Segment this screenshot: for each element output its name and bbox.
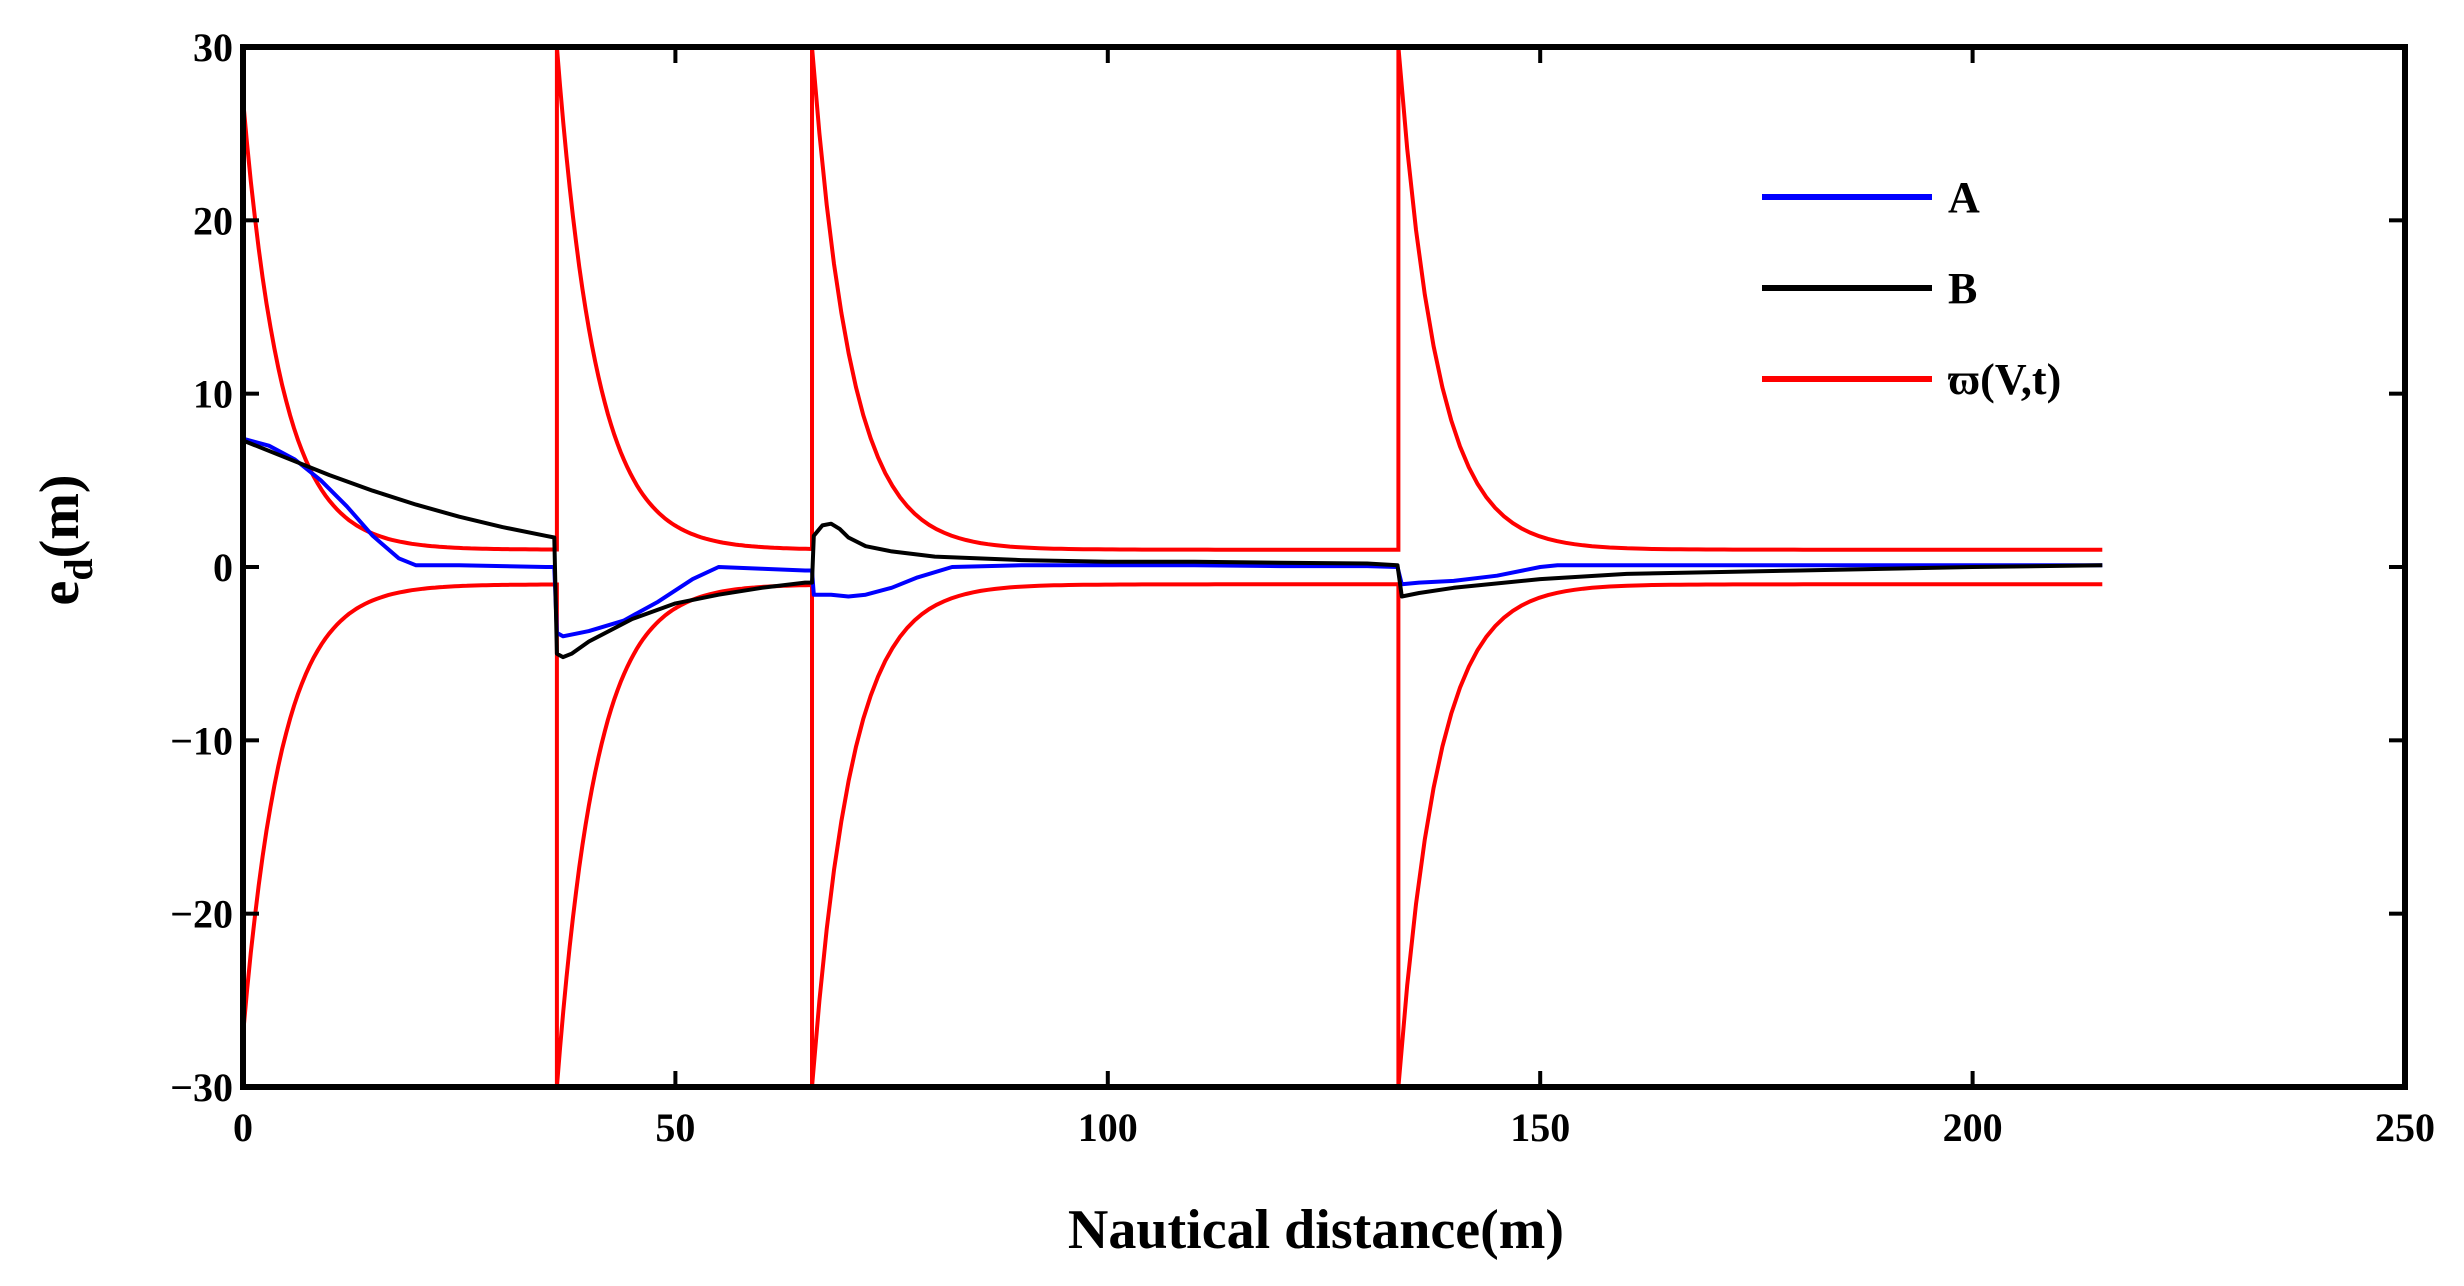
- axis-ticks: [241, 45, 2407, 1089]
- x-axis-title: Nautical distance(m): [1068, 1199, 1564, 1261]
- y-tick-labels: −30 −20 −10 0 10 20 30: [170, 25, 233, 1110]
- x-tick-label: 250: [2375, 1105, 2435, 1150]
- y-tick-label: 30: [193, 25, 233, 70]
- series-line-a: [242, 436, 2103, 639]
- y-axis-title-subscript: d: [56, 558, 101, 580]
- y-axis-title-main: e: [29, 581, 91, 606]
- legend-label: A: [1948, 173, 1980, 222]
- y-tick-label: 0: [213, 545, 233, 590]
- x-tick-label: 50: [655, 1105, 695, 1150]
- y-axis-title-tail: (m): [29, 474, 91, 558]
- x-tick-label: 0: [233, 1105, 253, 1150]
- y-axis-title: ed(m): [29, 474, 101, 605]
- y-tick-label: −30: [170, 1065, 233, 1110]
- legend-label: B: [1948, 264, 1977, 313]
- y-tick-label: 10: [193, 372, 233, 417]
- series-line-b: [242, 438, 2103, 660]
- y-axis-title-text: ed(m): [29, 474, 101, 605]
- series-envelope-lower: [241, 582, 2103, 1088]
- x-tick-label: 150: [1510, 1105, 1570, 1150]
- y-tick-label: −10: [170, 718, 233, 763]
- series-envelope-upper: [241, 46, 2103, 552]
- legend: ABϖ(V,t): [1762, 173, 2061, 404]
- plot-lines: [241, 46, 2103, 1088]
- x-tick-label: 200: [1943, 1105, 2003, 1150]
- y-tick-label: 20: [193, 198, 233, 243]
- x-tick-labels: 0 50 100 150 200 250: [233, 1105, 2435, 1150]
- x-tick-label: 100: [1078, 1105, 1138, 1150]
- y-tick-label: −20: [170, 892, 233, 937]
- legend-label: ϖ(V,t): [1948, 355, 2061, 404]
